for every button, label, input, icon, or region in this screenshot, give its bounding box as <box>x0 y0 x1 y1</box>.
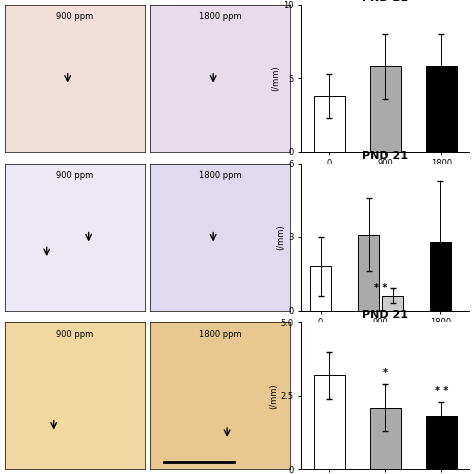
Title: PND 21: PND 21 <box>362 0 408 2</box>
Bar <box>370 66 401 152</box>
Text: 900 ppm: 900 ppm <box>56 171 93 180</box>
Text: * *: * * <box>374 283 387 293</box>
Bar <box>370 408 401 469</box>
Text: 1800 ppm: 1800 ppm <box>199 12 241 21</box>
X-axis label: (ppm): (ppm) <box>373 328 398 337</box>
Bar <box>358 235 379 310</box>
Text: * *: * * <box>435 386 448 396</box>
Bar <box>426 416 456 469</box>
Bar <box>314 96 345 152</box>
Bar <box>310 266 331 310</box>
Title: PND 21: PND 21 <box>362 310 408 320</box>
Y-axis label: (/mm): (/mm) <box>277 224 286 250</box>
Title: PND 21: PND 21 <box>362 151 408 161</box>
Text: 900 ppm: 900 ppm <box>56 12 93 21</box>
Y-axis label: (/mm): (/mm) <box>272 65 281 91</box>
Bar <box>430 242 451 310</box>
Text: *: * <box>383 368 388 378</box>
Y-axis label: (/mm): (/mm) <box>269 383 278 409</box>
Text: 900 ppm: 900 ppm <box>56 329 93 338</box>
Bar <box>382 296 403 310</box>
Text: 1800 ppm: 1800 ppm <box>199 171 241 180</box>
Bar <box>426 66 456 152</box>
Bar <box>314 375 345 469</box>
Text: 1800 ppm: 1800 ppm <box>199 329 241 338</box>
X-axis label: (ppm): (ppm) <box>373 170 398 179</box>
